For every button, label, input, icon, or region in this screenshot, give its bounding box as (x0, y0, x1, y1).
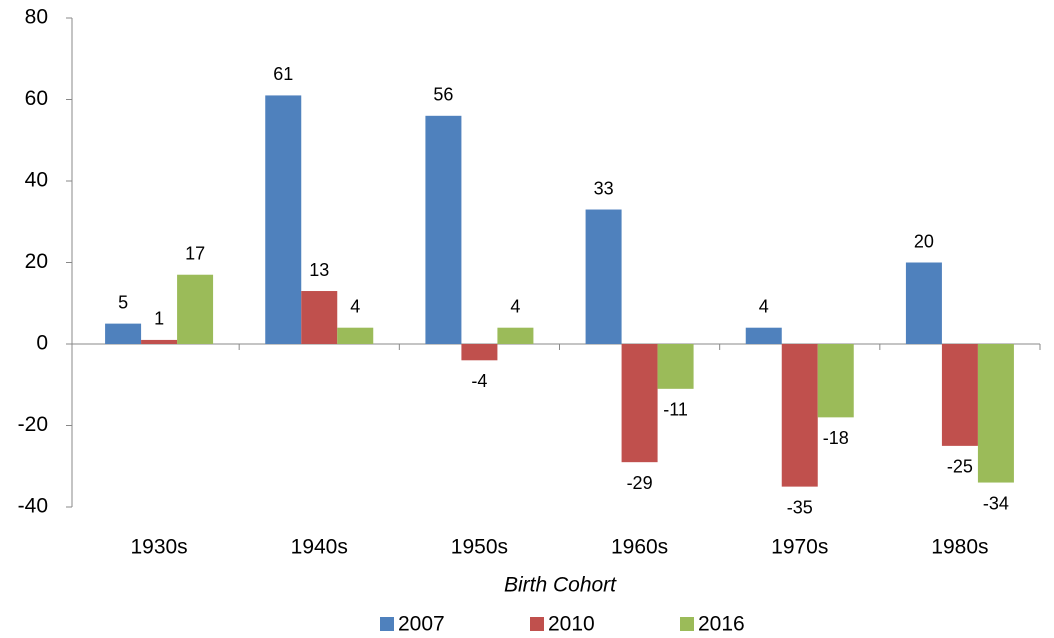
y-tick-label: 20 (25, 250, 48, 273)
value-label: 33 (594, 178, 614, 198)
value-label: 61 (273, 64, 293, 84)
x-tick-label: 1930s (130, 536, 187, 559)
value-label: 17 (185, 243, 205, 263)
value-label: -35 (787, 497, 813, 517)
x-tick-label: 1940s (291, 536, 348, 559)
value-label: -11 (663, 400, 688, 420)
bar (497, 327, 534, 344)
y-tick-label: 60 (25, 87, 48, 110)
bar (585, 209, 622, 344)
x-tick-label: 1970s (771, 536, 828, 559)
value-label: 1 (154, 309, 164, 329)
legend-label: 2010 (548, 613, 595, 636)
value-label: 4 (759, 296, 769, 316)
bar (177, 274, 214, 344)
value-label: 20 (914, 231, 934, 251)
y-tick-label: 40 (25, 169, 48, 192)
bar (425, 115, 462, 344)
legend-swatch (530, 617, 544, 631)
value-label: -34 (983, 493, 1009, 513)
bar (621, 344, 658, 463)
legend-swatch (680, 617, 694, 631)
x-tick-label: 1950s (451, 536, 508, 559)
value-label: -25 (947, 457, 973, 477)
bar (941, 344, 978, 446)
value-label: -29 (627, 473, 653, 493)
y-tick-label: 0 (36, 332, 48, 355)
bar (337, 327, 374, 344)
legend-label: 2016 (698, 613, 745, 636)
x-tick-label: 1980s (931, 536, 988, 559)
bar (461, 344, 498, 361)
value-label: -4 (471, 371, 487, 391)
bar (265, 95, 302, 344)
bar (745, 327, 782, 344)
bar (105, 323, 142, 344)
x-tick-label: 1960s (611, 536, 668, 559)
bar (817, 344, 854, 418)
bar (141, 339, 178, 344)
bar (977, 344, 1014, 483)
bar (301, 291, 338, 344)
legend-label: 2007 (398, 613, 445, 636)
bar (657, 344, 694, 389)
y-tick-label: -40 (18, 495, 48, 518)
value-label: 4 (510, 296, 520, 316)
y-tick-label: 80 (25, 6, 48, 29)
y-tick-label: -20 (18, 413, 48, 436)
legend-swatch (380, 617, 394, 631)
value-label: -18 (823, 428, 849, 448)
value-label: 4 (350, 296, 360, 316)
value-label: 56 (433, 85, 453, 105)
value-label: 13 (309, 260, 329, 280)
x-axis-label: Birth Cohort (504, 574, 617, 597)
value-label: 5 (118, 292, 128, 312)
bar (905, 262, 942, 344)
bar (781, 344, 818, 487)
